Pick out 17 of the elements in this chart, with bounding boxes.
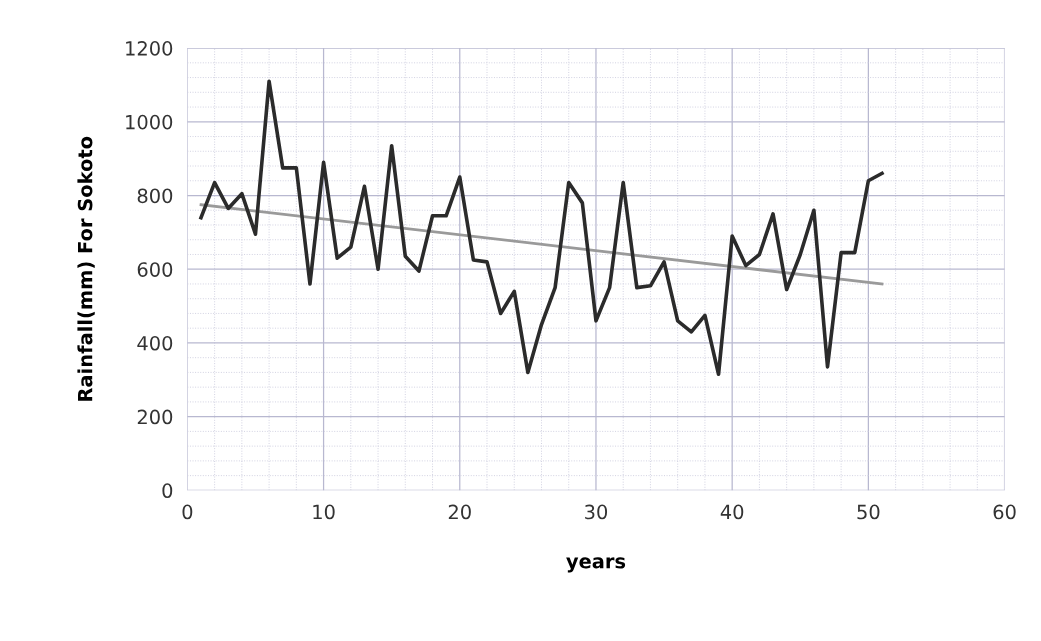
x-axis-title: years xyxy=(566,557,626,573)
y-tick-label: 800 xyxy=(137,188,173,204)
line-series xyxy=(199,79,884,377)
x-tick-label: 50 xyxy=(857,504,880,520)
x-tick-label: 30 xyxy=(585,504,608,520)
x-tick-label: 60 xyxy=(993,504,1016,520)
x-tick-label: 20 xyxy=(448,504,471,520)
y-tick-label: 1200 xyxy=(126,41,173,56)
y-tick-label: 400 xyxy=(137,335,173,351)
x-tick-label: 40 xyxy=(720,504,744,520)
y-tick-label: 200 xyxy=(137,409,173,425)
y-tick-label: 1000 xyxy=(126,114,173,130)
y-tick-label: 0 xyxy=(162,483,173,499)
y-tick-label: 600 xyxy=(137,262,173,277)
y-axis-title: Rainfall(mm) For Sokoto xyxy=(77,136,95,401)
x-tick-label: 10 xyxy=(313,504,335,520)
x-tick-label: 0 xyxy=(182,504,193,520)
